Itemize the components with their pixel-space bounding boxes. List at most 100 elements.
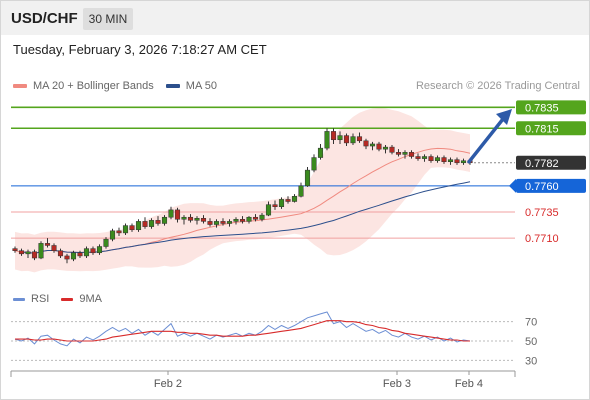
level-label: 0.7760 [525,181,559,193]
candle-body [434,157,441,161]
candle-body [44,243,51,246]
candle-body [454,159,460,164]
candle-body [369,143,376,147]
timestamp: Tuesday, February 3, 2026 7:18:27 AM CET [13,42,267,57]
legend-swatch-ma20 [13,84,27,88]
candle-body [441,157,447,162]
candle-body [213,221,220,225]
candle-body [155,220,161,224]
bollinger-bands [15,107,470,273]
candle-body [382,146,389,150]
candle-body [96,246,103,254]
legend-swatch-ma50 [165,84,180,88]
candle-body [77,252,83,257]
legend-swatch-rsi-ma [61,297,74,301]
forecast-arrow [467,109,512,164]
chart-legend: MA 20 + Bollinger Bands MA 50 [13,80,229,92]
candle-body [447,159,454,162]
level-label: 0.7835 [525,102,559,114]
symbol-label: USD/CHF [11,10,78,27]
candle-body [291,196,298,202]
candle-body [376,143,382,150]
candle-body [57,250,64,257]
candle-body [220,221,226,224]
bollinger-band-fill [15,107,470,273]
candle-body [428,156,434,161]
legend-label-ma50: MA 50 [185,80,217,92]
candle-body [265,204,272,216]
legend-label-rsi-ma: 9MA [79,293,102,305]
legend-label-ma20: MA 20 + Bollinger Bands [33,80,154,92]
candle-body [337,135,343,141]
level-label: 0.7782 [525,158,559,170]
candle-body [460,160,467,164]
candle-body [252,216,259,220]
forecast-arrow-shaft [467,117,505,164]
candle-body [161,216,168,224]
candle-body [356,136,363,142]
candle-body [239,219,246,222]
legend-item-rsi: RSI [13,293,49,305]
candle-body [90,248,96,254]
level-label: 0.7710 [525,233,559,245]
candle-body [200,218,207,222]
candle-body [135,221,142,231]
candle-body [31,251,38,259]
pivot-tag-pointer [509,178,516,193]
candle-body [38,243,44,259]
candle-body [304,169,311,187]
candle-body [109,230,116,240]
legend-swatch-rsi [13,297,25,301]
candle-body [330,131,337,141]
last-price-tag [516,155,586,170]
ma50-line [21,181,471,255]
candle-body [311,157,317,171]
candle-body [324,131,330,149]
candle-body [181,216,187,220]
level-label: 0.7735 [525,207,559,219]
candle-body [70,252,77,260]
x-tick-label: Feb 4 [455,378,483,390]
candle-body [64,255,70,260]
legend-label-rsi: RSI [31,293,50,305]
candle-body [350,136,356,144]
legend-item-rsi-ma: 9MA [61,293,102,305]
rsi-tick-label: 70 [525,317,537,329]
candle-body [389,146,395,153]
candle-body [83,248,90,257]
candle-body [395,152,402,155]
candle-body [18,250,25,255]
candle-body [168,209,174,218]
level-label: 0.7815 [525,123,559,135]
chart-header: USD/CHF 30 MIN [1,1,589,35]
candle-body [25,251,31,255]
legend-item-ma50: MA 50 [165,80,217,92]
rsi-tick-label: 30 [525,355,537,367]
candle-body [187,216,194,221]
candle-body [285,199,291,202]
candle-body [317,147,324,158]
candle-body [298,185,304,197]
candle-body [194,218,200,221]
candle-body [259,214,265,220]
candle-body [207,221,213,225]
pivot-tag [516,178,586,193]
rsi-legend: RSI 9MA [13,293,114,305]
candle-body [246,216,252,222]
candle-body [122,225,129,234]
candle-body [129,225,135,231]
candle-body [415,156,421,159]
candle-body [272,204,278,207]
x-tick-label: Feb 3 [383,378,411,390]
candle-body [408,152,415,157]
candle-body [278,199,285,207]
research-credit: Research © 2026 Trading Central [415,80,580,92]
candle-body [142,221,148,227]
rsi-panel: 70 50 30 [11,311,537,367]
time-axis: Feb 2 Feb 3 Feb 4 [10,370,516,390]
timeframe-button[interactable]: 30 MIN [83,8,133,30]
candle-body [148,220,155,227]
candle-body [12,248,18,251]
candle-body [103,238,109,247]
